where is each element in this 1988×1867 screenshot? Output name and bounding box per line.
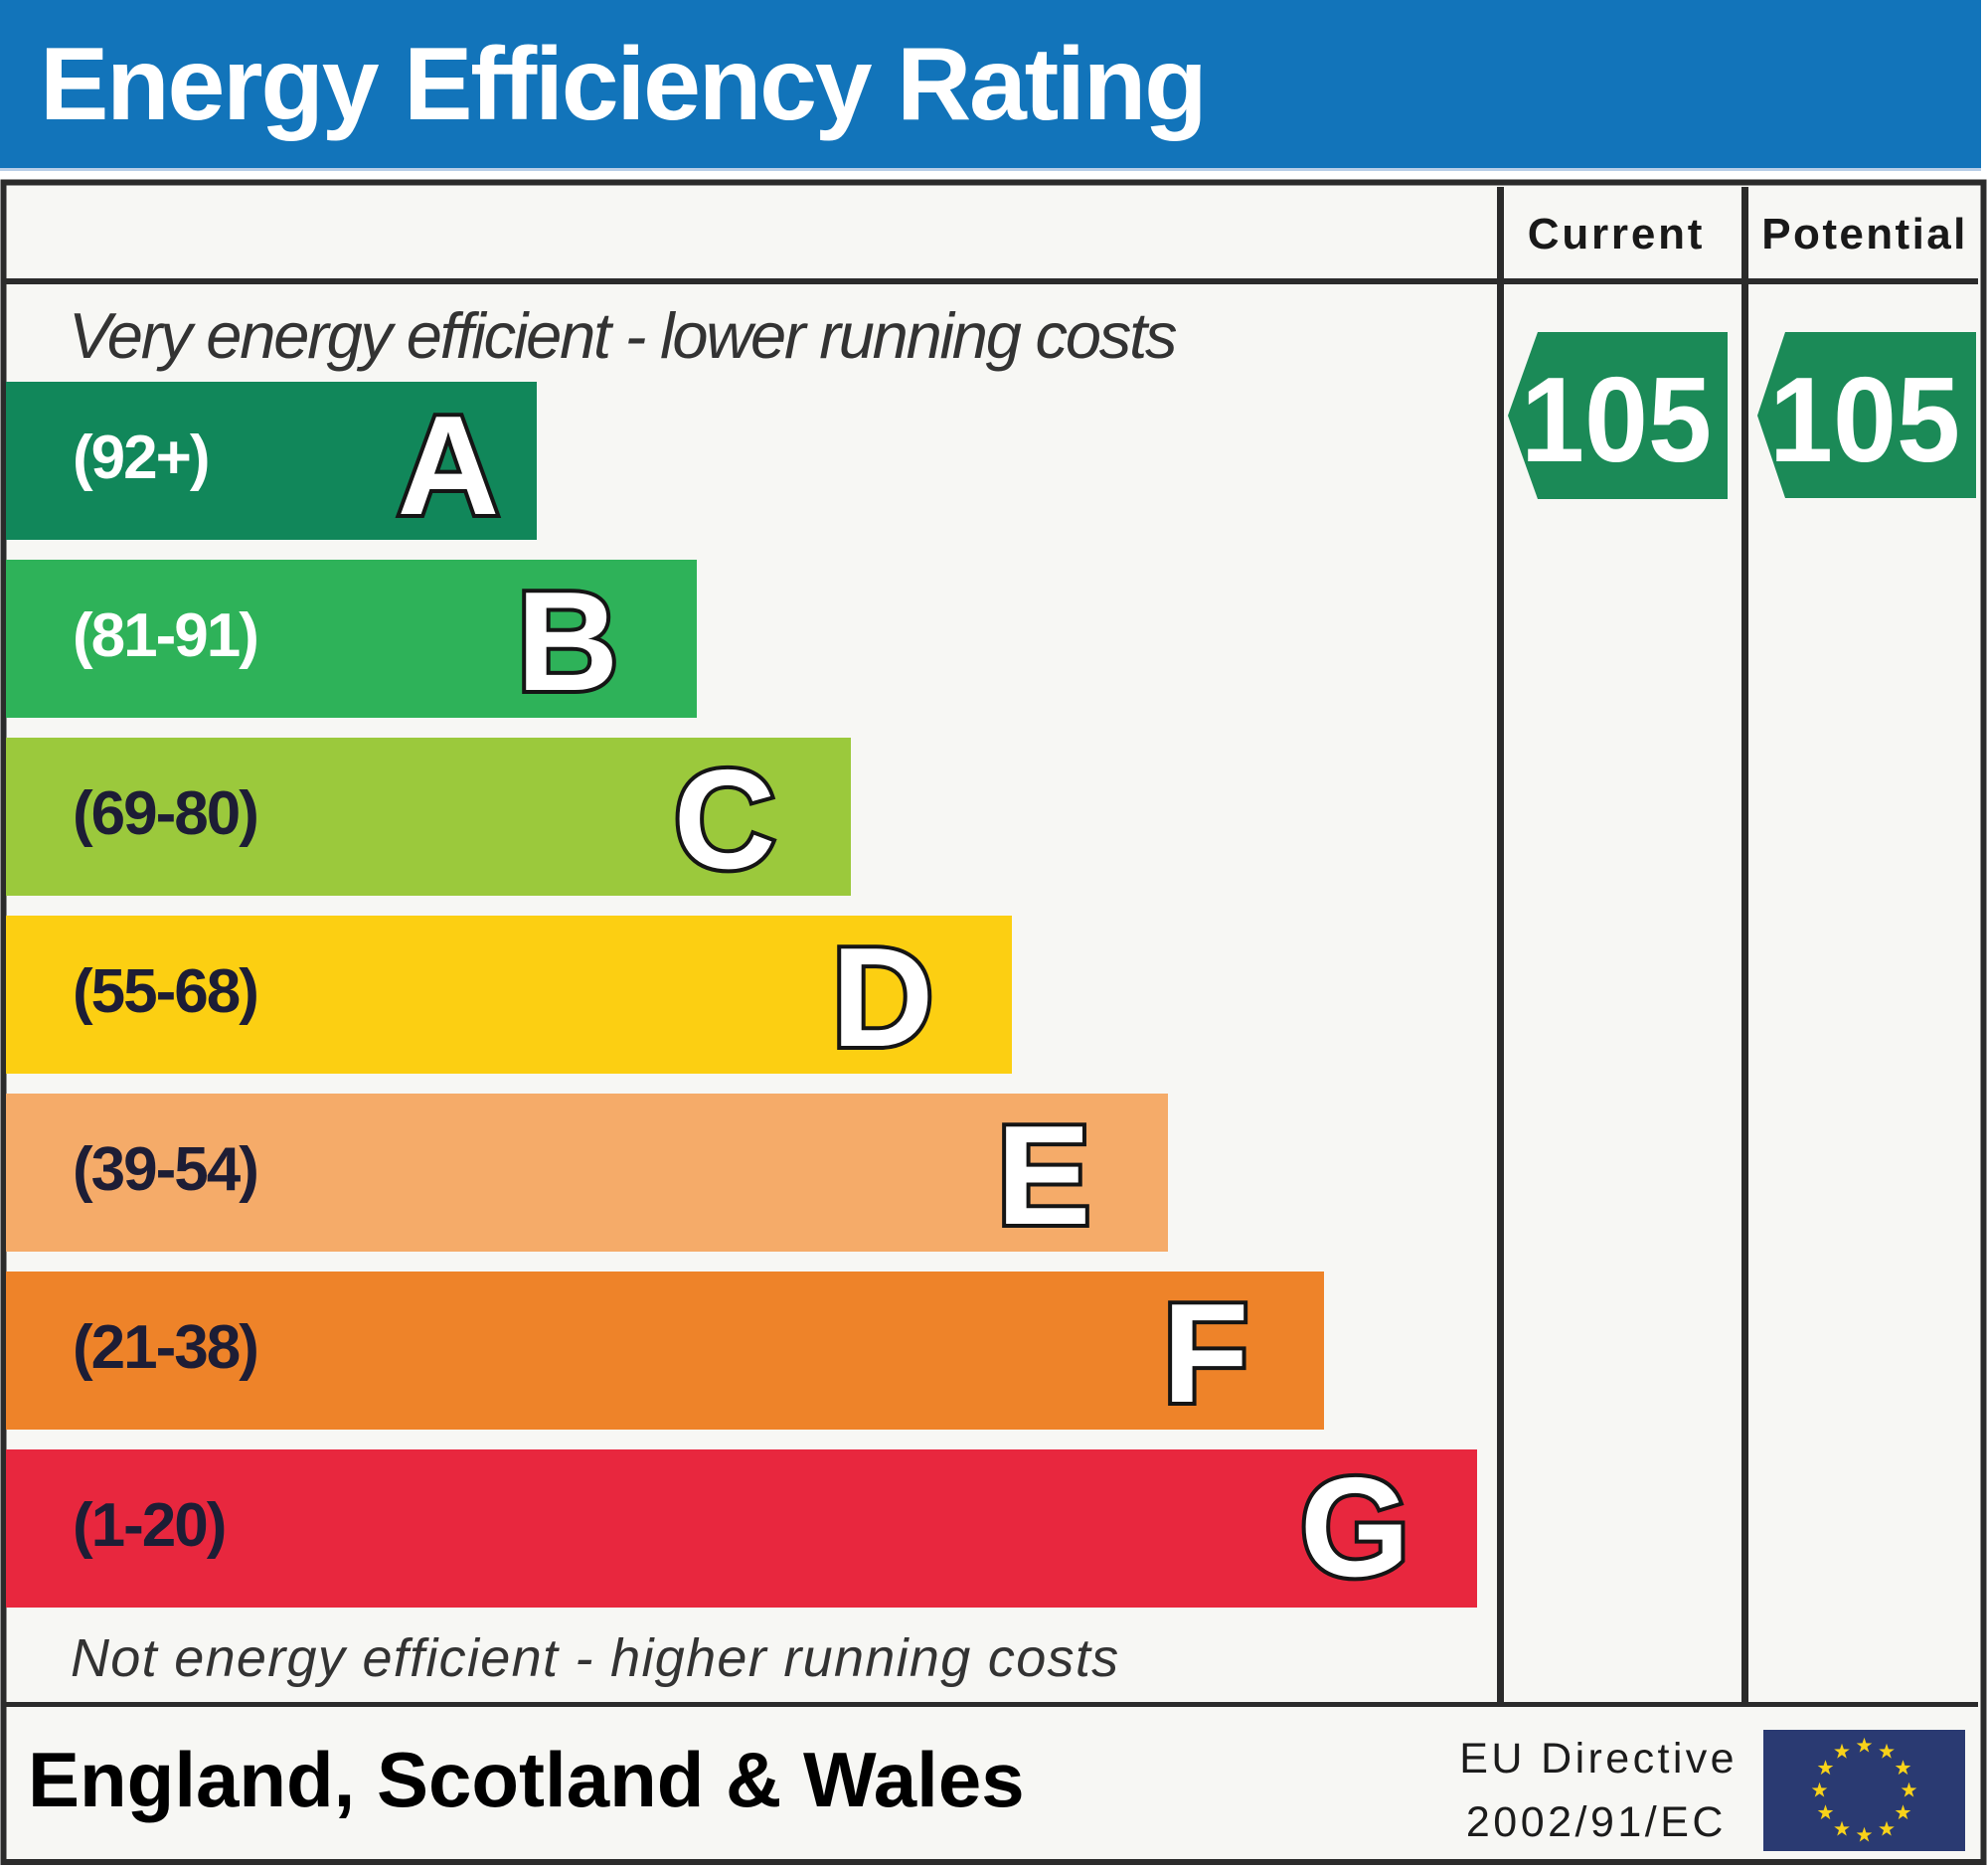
svg-text:Energy Efficiency Rating: Energy Efficiency Rating	[40, 27, 1205, 142]
svg-text:Potential: Potential	[1761, 210, 1967, 258]
svg-text:Current: Current	[1528, 210, 1706, 258]
svg-text:(21-38): (21-38)	[73, 1313, 257, 1382]
svg-text:F: F	[1163, 1274, 1249, 1433]
svg-text:105: 105	[1521, 352, 1712, 487]
svg-text:Not energy efficient - higher: Not energy efficient - higher running co…	[71, 1628, 1119, 1688]
svg-text:England, Scotland & Wales: England, Scotland & Wales	[28, 1736, 1025, 1823]
svg-text:2002/91/EC: 2002/91/EC	[1466, 1798, 1727, 1846]
svg-text:(39-54): (39-54)	[73, 1135, 257, 1204]
svg-text:Very energy efficient - lower: Very energy efficient - lower running co…	[69, 299, 1177, 372]
svg-text:G: G	[1300, 1448, 1409, 1607]
svg-text:(81-91): (81-91)	[73, 601, 257, 670]
svg-text:(92+): (92+)	[73, 424, 208, 492]
svg-text:105: 105	[1769, 352, 1960, 487]
svg-text:C: C	[674, 741, 776, 899]
svg-text:(1-20): (1-20)	[73, 1491, 225, 1560]
svg-text:EU Directive: EU Directive	[1459, 1735, 1738, 1782]
svg-text:(55-68): (55-68)	[73, 957, 257, 1026]
svg-text:E: E	[997, 1097, 1091, 1255]
svg-text:(69-80): (69-80)	[73, 779, 257, 848]
svg-text:D: D	[832, 919, 934, 1077]
svg-text:A: A	[398, 387, 500, 545]
svg-text:B: B	[517, 563, 619, 721]
